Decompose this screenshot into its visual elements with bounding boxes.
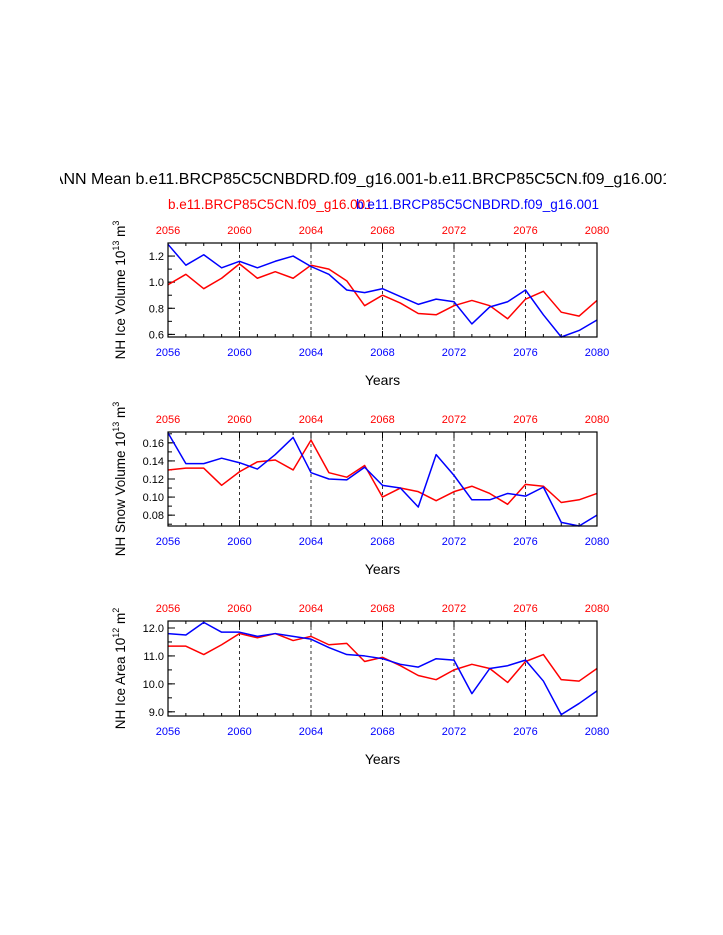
x-tick-label-top: 2080 xyxy=(585,603,609,615)
y-axis-label-exp: 12 xyxy=(111,628,121,638)
y-tick-label: 0.12 xyxy=(143,474,164,486)
x-axis-label: Years xyxy=(365,561,400,577)
legend-red-run: b.e11.BRCP85C5CN.f09_g16.001 xyxy=(168,197,373,212)
x-tick-label-bottom: 2080 xyxy=(585,347,609,359)
x-tick-label-top: 2068 xyxy=(370,225,394,237)
y-tick-label: 0.08 xyxy=(143,510,164,522)
y-tick-label: 1.2 xyxy=(149,251,164,263)
x-tick-label-bottom: 2076 xyxy=(513,536,537,548)
x-axis-label: Years xyxy=(365,751,400,767)
series-line-red xyxy=(168,632,598,684)
y-axis-label-text: NH Snow Volume 10 xyxy=(113,432,128,557)
x-tick-label-bottom: 2064 xyxy=(299,726,323,738)
x-tick-label-top: 2060 xyxy=(227,603,251,615)
x-tick-label-bottom: 2076 xyxy=(513,347,537,359)
x-tick-label-top: 2076 xyxy=(513,603,537,615)
panels: 0.6 0.8 1.0 1.2 2056 2056 2060 2060 2064 2064 2068… xyxy=(111,221,609,767)
x-tick-label-bottom: 2068 xyxy=(370,347,394,359)
panel-snow-volume: 0.08 0.10 0.12 0.14 0.16 2056 2056 2060 2060 2064… xyxy=(111,402,609,577)
x-tick-label-bottom: 2064 xyxy=(299,536,323,548)
x-tick-label-bottom: 2072 xyxy=(442,726,466,738)
y-axis-label: NH Ice Area 1012 m2 xyxy=(111,608,128,730)
series-line-red xyxy=(167,263,598,320)
y-axis-label-unit: m xyxy=(113,407,128,422)
y-axis-label-exp: 13 xyxy=(111,422,121,432)
x-tick-label-top: 2060 xyxy=(227,414,251,426)
x-tick-label-top: 2076 xyxy=(513,414,537,426)
x-tick-label-top: 2064 xyxy=(299,414,323,426)
panel-ice-area: 9.0 10.0 11.0 12.0 2056 2056 2060 2060 2064 2064 2… xyxy=(111,603,609,767)
y-axis-label-unit: m xyxy=(113,613,128,628)
x-tick-label-bottom: 2080 xyxy=(585,726,609,738)
y-tick-label: 0.14 xyxy=(143,456,164,468)
panel-ice-volume: 0.6 0.8 1.0 1.2 2056 2056 2060 2060 2064 2064 2068… xyxy=(111,221,609,388)
x-tick-label-top: 2056 xyxy=(156,225,180,237)
plot-frame xyxy=(167,620,598,717)
x-tick-label-top: 2076 xyxy=(513,225,537,237)
y-tick-label: 0.10 xyxy=(143,492,164,504)
y-tick-label: 10.0 xyxy=(143,679,164,691)
x-tick-label-top: 2056 xyxy=(156,414,180,426)
x-tick-label-bottom: 2060 xyxy=(227,536,251,548)
y-tick-label: 12.0 xyxy=(143,623,164,635)
x-tick-label-bottom: 2060 xyxy=(227,347,251,359)
y-tick-label: 0.6 xyxy=(149,329,164,341)
x-tick-label-bottom: 2072 xyxy=(442,536,466,548)
x-tick-label-bottom: 2072 xyxy=(442,347,466,359)
x-tick-label-top: 2072 xyxy=(442,603,466,615)
x-axis-label: Years xyxy=(365,372,400,388)
y-axis-label: NH Snow Volume 1013 m3 xyxy=(111,402,128,557)
y-tick-label: 0.16 xyxy=(143,438,164,450)
series-line-blue xyxy=(167,432,598,527)
y-tick-label: 11.0 xyxy=(143,651,164,663)
y-axis-label-unit: m xyxy=(113,226,128,241)
y-axis-label: NH Ice Volume 1013 m3 xyxy=(111,221,128,360)
x-tick-label-top: 2056 xyxy=(156,603,180,615)
x-tick-label-bottom: 2056 xyxy=(156,536,180,548)
plot-frame xyxy=(167,431,598,527)
x-tick-label-bottom: 2064 xyxy=(299,347,323,359)
figure-title: ANN Mean b.e11.BRCP85C5CNBDRD.f09_g16.00… xyxy=(53,171,672,188)
y-axis-label-unit-exp: 3 xyxy=(111,402,121,407)
x-tick-label-bottom: 2060 xyxy=(227,726,251,738)
x-tick-label-top: 2060 xyxy=(227,225,251,237)
x-tick-label-top: 2072 xyxy=(442,225,466,237)
x-tick-label-bottom: 2076 xyxy=(513,726,537,738)
y-tick-label: 1.0 xyxy=(149,277,164,289)
x-tick-label-bottom: 2056 xyxy=(156,726,180,738)
series-line-blue xyxy=(167,243,598,338)
y-axis-label-text: NH Ice Volume 10 xyxy=(113,251,128,360)
y-axis-label-unit-exp: 3 xyxy=(111,221,121,226)
plot-frame xyxy=(167,242,598,338)
x-tick-label-top: 2080 xyxy=(585,225,609,237)
y-axis-label-unit-exp: 2 xyxy=(111,608,121,613)
x-tick-label-bottom: 2080 xyxy=(585,536,609,548)
series-line-red xyxy=(167,439,598,506)
series-line-blue xyxy=(167,621,598,716)
y-tick-label: 0.8 xyxy=(149,303,164,315)
x-tick-label-top: 2080 xyxy=(585,414,609,426)
x-tick-label-top: 2064 xyxy=(299,225,323,237)
legend-blue-run: b.e11.BRCP85C5CNBDRD.f09_g16.001 xyxy=(356,197,599,212)
y-axis-label-text: NH Ice Area 10 xyxy=(113,638,128,730)
x-tick-label-bottom: 2068 xyxy=(370,726,394,738)
x-tick-label-top: 2068 xyxy=(370,603,394,615)
y-tick-label: 9.0 xyxy=(149,707,164,719)
x-tick-label-bottom: 2056 xyxy=(156,347,180,359)
x-tick-label-bottom: 2068 xyxy=(370,536,394,548)
x-tick-label-top: 2064 xyxy=(299,603,323,615)
y-axis-label-exp: 13 xyxy=(111,241,121,251)
x-tick-label-top: 2072 xyxy=(442,414,466,426)
x-tick-label-top: 2068 xyxy=(370,414,394,426)
